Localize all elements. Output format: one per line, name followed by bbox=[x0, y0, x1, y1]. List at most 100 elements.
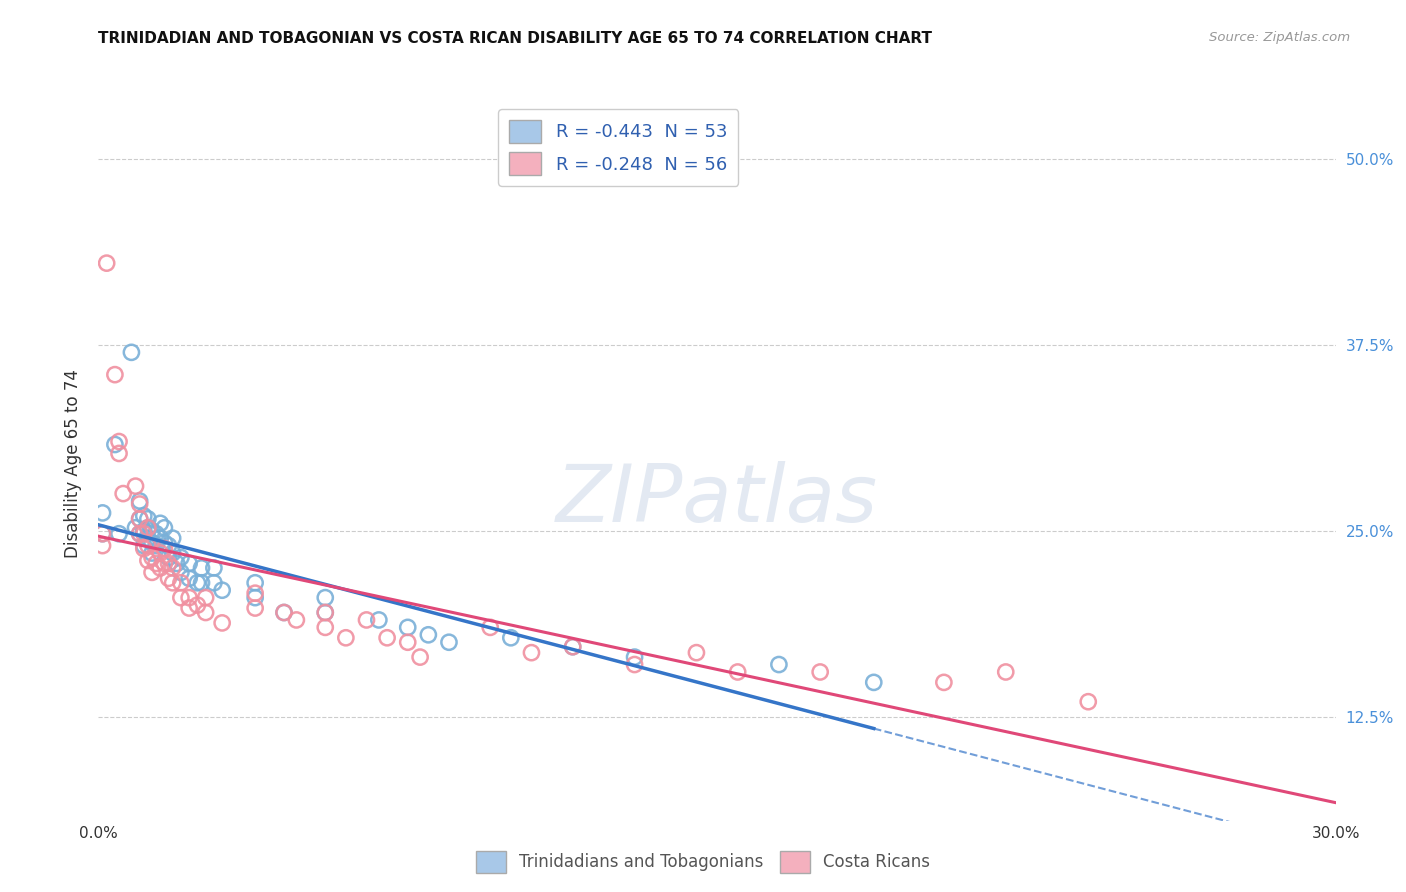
Point bbox=[314, 620, 336, 634]
Point bbox=[149, 516, 172, 531]
Point bbox=[157, 571, 180, 585]
Point bbox=[112, 486, 135, 500]
Point bbox=[162, 575, 184, 590]
Text: Source: ZipAtlas.com: Source: ZipAtlas.com bbox=[1209, 31, 1350, 45]
Point bbox=[136, 539, 159, 553]
Point bbox=[243, 586, 266, 600]
Point bbox=[157, 539, 180, 553]
Point bbox=[396, 620, 419, 634]
Point bbox=[243, 601, 266, 615]
Point bbox=[561, 640, 583, 654]
Point bbox=[437, 635, 460, 649]
Point bbox=[124, 479, 146, 493]
Point bbox=[285, 613, 308, 627]
Point bbox=[108, 446, 131, 460]
Point bbox=[190, 561, 212, 575]
Point bbox=[96, 256, 118, 270]
Point bbox=[157, 550, 180, 565]
Legend: R = -0.443  N = 53, R = -0.248  N = 56: R = -0.443 N = 53, R = -0.248 N = 56 bbox=[498, 109, 738, 186]
Point bbox=[170, 550, 193, 565]
Point bbox=[145, 539, 167, 553]
Point bbox=[170, 591, 193, 605]
Y-axis label: Disability Age 65 to 74: Disability Age 65 to 74 bbox=[65, 369, 83, 558]
Point bbox=[179, 601, 201, 615]
Point bbox=[132, 539, 155, 553]
Point bbox=[120, 345, 142, 359]
Point bbox=[132, 524, 155, 538]
Point bbox=[179, 557, 201, 571]
Point bbox=[1077, 695, 1099, 709]
Point bbox=[153, 521, 176, 535]
Point bbox=[162, 531, 184, 545]
Point bbox=[190, 575, 212, 590]
Point bbox=[166, 557, 188, 571]
Point bbox=[141, 546, 163, 560]
Text: TRINIDADIAN AND TOBAGONIAN VS COSTA RICAN DISABILITY AGE 65 TO 74 CORRELATION CH: TRINIDADIAN AND TOBAGONIAN VS COSTA RICA… bbox=[98, 31, 932, 46]
Point bbox=[128, 526, 150, 541]
Point bbox=[149, 561, 172, 575]
Point bbox=[132, 541, 155, 556]
Point bbox=[136, 531, 159, 545]
Point bbox=[132, 508, 155, 523]
Point bbox=[396, 635, 419, 649]
Point bbox=[335, 631, 357, 645]
Point bbox=[862, 675, 884, 690]
Point bbox=[170, 566, 193, 580]
Point bbox=[273, 606, 295, 620]
Point bbox=[141, 535, 163, 549]
Point bbox=[623, 650, 645, 665]
Point bbox=[136, 521, 159, 535]
Point bbox=[128, 512, 150, 526]
Point bbox=[520, 646, 543, 660]
Point bbox=[136, 521, 159, 535]
Point bbox=[162, 546, 184, 560]
Point bbox=[202, 575, 225, 590]
Point bbox=[479, 620, 502, 634]
Point bbox=[623, 657, 645, 672]
Legend: Trinidadians and Tobagonians, Costa Ricans: Trinidadians and Tobagonians, Costa Rica… bbox=[470, 845, 936, 880]
Point bbox=[136, 512, 159, 526]
Point bbox=[375, 631, 398, 645]
Point bbox=[153, 535, 176, 549]
Point bbox=[91, 526, 114, 541]
Point bbox=[211, 583, 233, 598]
Point bbox=[153, 557, 176, 571]
Point bbox=[128, 512, 150, 526]
Point bbox=[128, 497, 150, 511]
Point bbox=[418, 628, 440, 642]
Point bbox=[149, 546, 172, 560]
Point bbox=[211, 615, 233, 630]
Point bbox=[194, 606, 217, 620]
Point bbox=[243, 591, 266, 605]
Point bbox=[202, 561, 225, 575]
Point bbox=[179, 571, 201, 585]
Point bbox=[409, 650, 432, 665]
Point bbox=[124, 521, 146, 535]
Point bbox=[145, 526, 167, 541]
Text: ZIPatlas: ZIPatlas bbox=[555, 460, 879, 539]
Point bbox=[91, 539, 114, 553]
Point bbox=[108, 434, 131, 449]
Point bbox=[141, 524, 163, 538]
Point bbox=[685, 646, 707, 660]
Point bbox=[561, 640, 583, 654]
Point bbox=[91, 526, 114, 541]
Point bbox=[186, 575, 208, 590]
Point bbox=[141, 550, 163, 565]
Point bbox=[932, 675, 955, 690]
Point bbox=[367, 613, 389, 627]
Point bbox=[186, 598, 208, 612]
Point bbox=[91, 506, 114, 520]
Point bbox=[727, 665, 749, 679]
Point bbox=[145, 557, 167, 571]
Point bbox=[808, 665, 831, 679]
Point bbox=[356, 613, 378, 627]
Point bbox=[132, 526, 155, 541]
Point bbox=[108, 526, 131, 541]
Point bbox=[273, 606, 295, 620]
Point bbox=[994, 665, 1017, 679]
Point bbox=[157, 557, 180, 571]
Point bbox=[314, 591, 336, 605]
Point bbox=[149, 531, 172, 545]
Point bbox=[314, 606, 336, 620]
